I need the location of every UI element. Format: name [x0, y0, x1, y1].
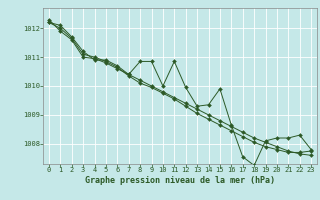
X-axis label: Graphe pression niveau de la mer (hPa): Graphe pression niveau de la mer (hPa) [85, 176, 275, 185]
